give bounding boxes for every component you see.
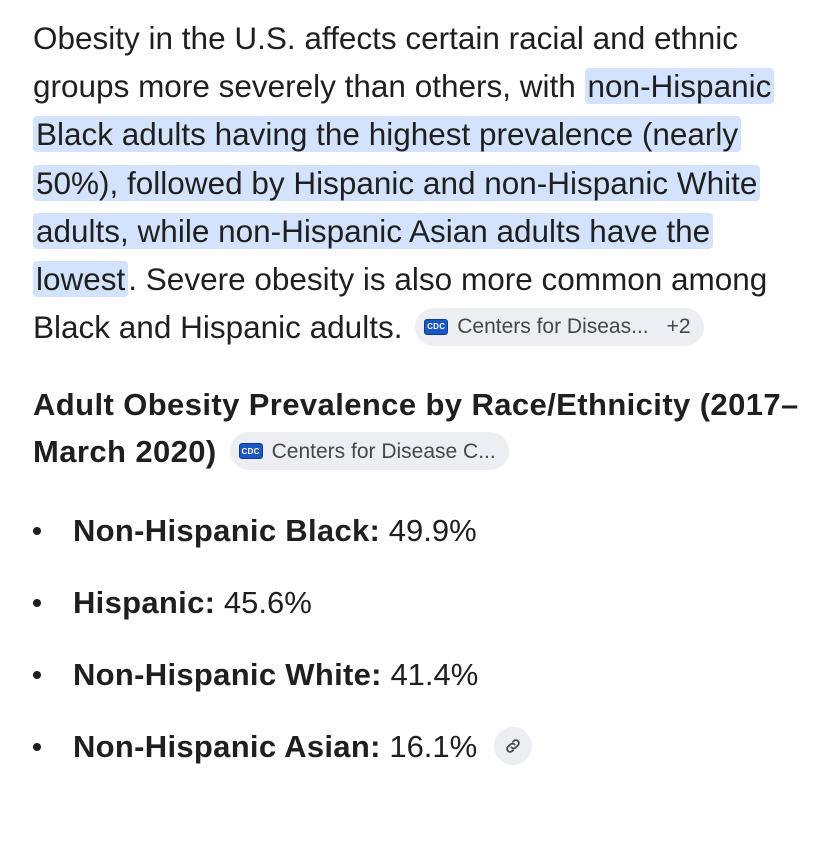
- link-button[interactable]: [493, 727, 532, 766]
- bullet-icon: [33, 671, 41, 680]
- source-chip-more-count: +2: [666, 314, 691, 338]
- list-item: Non-Hispanic White: 41.4%: [33, 651, 803, 699]
- list-item-value: 16.1%: [389, 729, 478, 765]
- list-item-label: Non-Hispanic Black:: [73, 513, 381, 549]
- section-source-chip-cdc[interactable]: CDC Centers for Disease C...: [229, 432, 509, 471]
- list-item-label: Hispanic:: [73, 585, 216, 621]
- link-icon: [506, 739, 520, 753]
- section-title-text: Adult Obesity Prevalence by Race/Ethnici…: [33, 387, 799, 470]
- prevalence-list: Non-Hispanic Black: 49.9% Hispanic: 45.6…: [33, 507, 803, 771]
- list-item-value: 45.6%: [223, 585, 312, 621]
- intro-text-after: . Severe obesity is also more common amo…: [33, 261, 768, 346]
- bullet-icon: [33, 743, 41, 752]
- intro-text-before: Obesity in the U.S. affects certain raci…: [33, 20, 739, 105]
- list-item-label: Non-Hispanic Asian:: [73, 729, 381, 765]
- source-chip-label: Centers for Diseas...: [457, 314, 649, 338]
- list-item: Non-Hispanic Asian: 16.1%: [33, 723, 803, 771]
- bullet-icon: [33, 527, 41, 536]
- list-item-value: 49.9%: [388, 513, 477, 549]
- list-item: Hispanic: 45.6%: [33, 579, 803, 627]
- section-title: Adult Obesity Prevalence by Race/Ethnici…: [33, 381, 803, 475]
- bullet-icon: [33, 599, 41, 608]
- intro-paragraph: Obesity in the U.S. affects certain raci…: [33, 14, 803, 351]
- list-item-label: Non-Hispanic White:: [73, 657, 382, 693]
- section-source-chip-label: Centers for Disease C...: [271, 439, 496, 463]
- cdc-logo-icon: CDC: [424, 318, 449, 335]
- response-content: Obesity in the U.S. affects certain raci…: [33, 14, 803, 795]
- source-chip-cdc[interactable]: CDC Centers for Diseas... +2: [415, 307, 704, 346]
- cdc-logo-icon: CDC: [238, 443, 263, 460]
- list-item-value: 41.4%: [390, 657, 479, 693]
- list-item: Non-Hispanic Black: 49.9%: [33, 507, 803, 555]
